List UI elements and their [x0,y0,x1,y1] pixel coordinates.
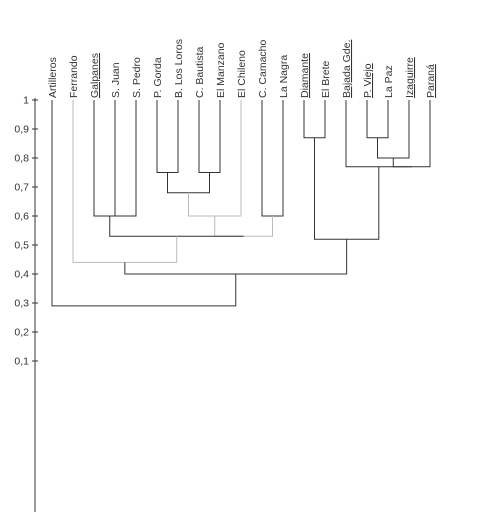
leaf-label: Izaguirre [404,57,416,98]
leaf-label: Paraná [425,64,437,98]
cluster-link [366,100,389,139]
leaf-label: Galpanes [89,53,101,98]
leaf-label: B. Los Loros [173,39,185,98]
axis-tick-label: 1 [23,95,29,107]
cluster-link [377,100,410,159]
axis-tick-label: 0,4 [14,269,29,281]
leaf-label: Ferrando [68,55,80,98]
dendrogram-links [51,100,431,307]
cluster-link [114,100,137,217]
leaf-label: Bajada Gde. [341,40,353,98]
axis-tick-label: 0,8 [14,153,29,165]
leaf-label: El Chileno [236,50,248,98]
leaf-label: El Brete [320,60,332,98]
cluster-link [314,137,380,240]
cluster-link [51,100,237,307]
cluster-link [261,100,284,217]
cluster-link [167,172,210,194]
axis-tick-label: 0,3 [14,298,29,310]
axis-tick-label: 0,1 [14,356,29,368]
leaf-label: La Paz [383,65,395,98]
leaf-label: S. Pedro [131,57,143,98]
cluster-link [198,100,221,173]
cluster-link [72,100,178,263]
leaf-label: P. Viejo [362,63,374,98]
cluster-link [392,100,431,168]
axis-tick-label: 0,7 [14,182,29,194]
axis-tick-label: 0,2 [14,327,29,339]
cluster-link [109,216,244,237]
leaf-label: C. Bautista [194,46,206,98]
cluster-link [156,100,179,173]
cluster-link [214,216,273,237]
leaf-label: Diamante [299,53,311,98]
cluster-link [93,100,126,217]
similarity-axis: 1 0,9 0,8 0,7 0,6 0,5 0,4 0,3 0,2 0,1 [14,95,38,512]
axis-tick-label: 0,9 [14,124,29,136]
leaf-label: P. Gorda [152,57,164,98]
cluster-link [303,100,326,139]
leaf-label: S. Juan [110,62,122,98]
leaf-labels: Artilleros Ferrando Galpanes S. Juan S. Pedr… [47,39,437,98]
axis-tick-label: 0,6 [14,211,29,223]
leaf-label: C. Camacho [257,39,269,98]
leaf-label: El Manzano [215,42,227,98]
leaf-label: La Nagra [278,55,290,98]
cluster-link [188,100,242,217]
cluster-link [345,100,412,168]
cluster-link [124,239,348,275]
axis-tick-label: 0,5 [14,240,29,252]
leaf-label: Artilleros [47,57,59,98]
